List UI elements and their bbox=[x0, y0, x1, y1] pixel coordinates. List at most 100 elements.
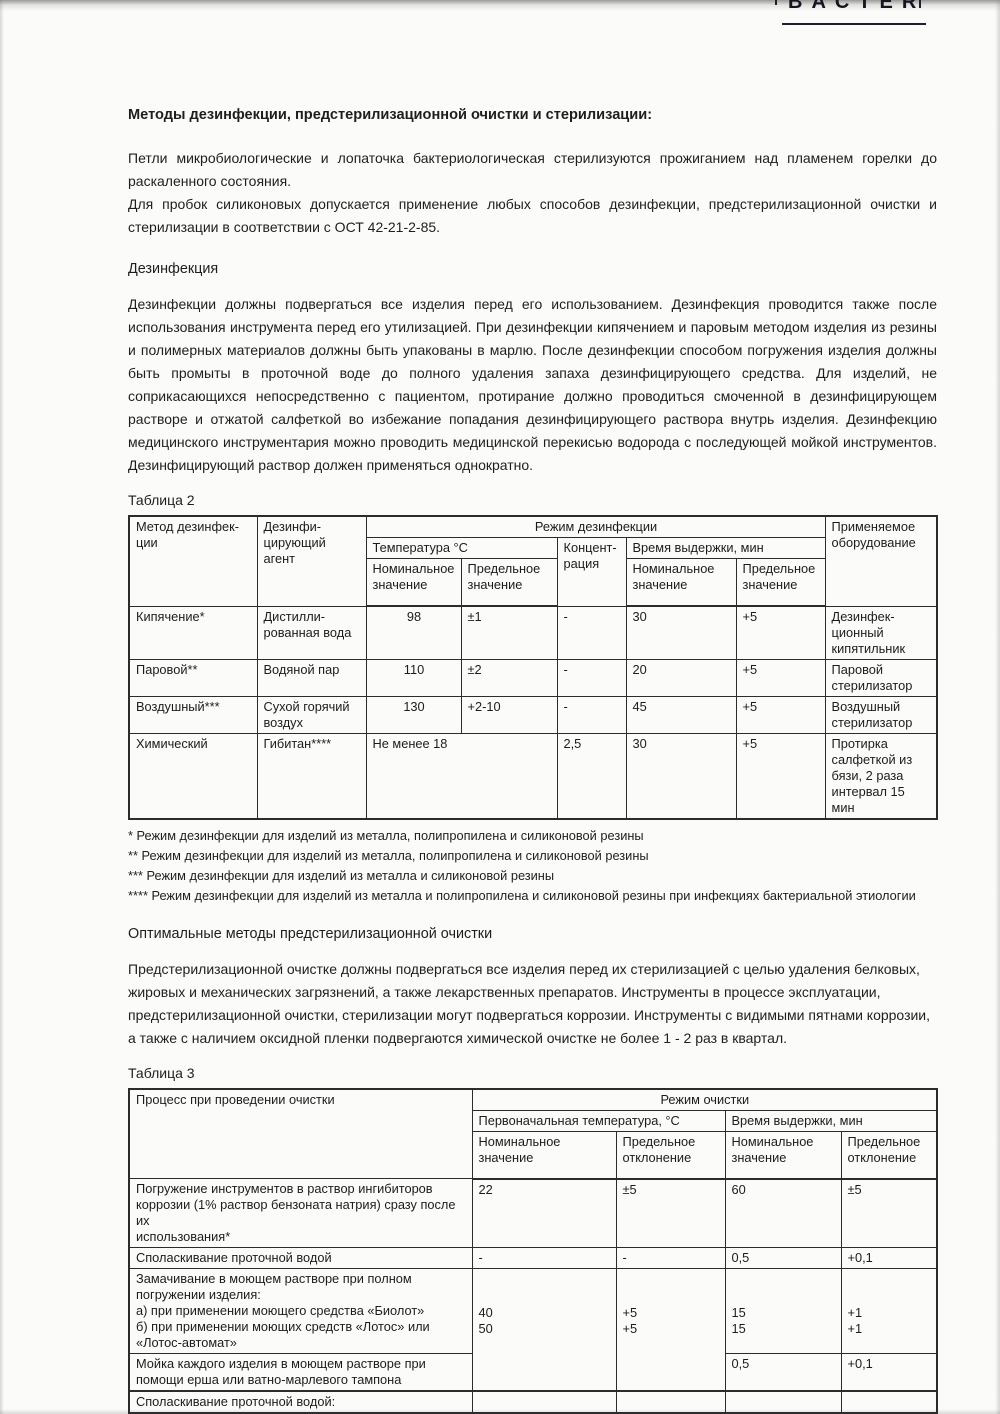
table3-header-temperature: Первоначальная температура, °С bbox=[471, 1109, 726, 1132]
table-cell: Паровой стерилизатор bbox=[824, 658, 938, 697]
table3-header-row-1: Процесс при проведении очистки Режим очи… bbox=[128, 1088, 938, 1179]
table2-header-temperature: Температура °С bbox=[365, 537, 558, 559]
disinfection-paragraph: Дезинфекции должны подвергаться все изде… bbox=[128, 296, 937, 473]
table2-header-concentration: Концент- рация bbox=[556, 537, 627, 607]
table2-row-air: Воздушный*** Сухой горячий воздух 130 +2… bbox=[128, 695, 938, 734]
table-cell bbox=[615, 1390, 726, 1414]
table3-header-temp-nominal: Номинальное значение bbox=[471, 1130, 617, 1180]
table-cell: - bbox=[556, 658, 627, 697]
table-cell: Замачивание в моющем растворе при полном… bbox=[128, 1268, 473, 1354]
table3-row-immersion: Погружение инструментов в раствор ингиби… bbox=[128, 1178, 938, 1248]
table-cell: 15 15 bbox=[724, 1268, 842, 1354]
logo-text: BACTER bbox=[788, 0, 926, 13]
table2-header-method: Метод дезинфек- ции bbox=[128, 515, 258, 607]
table-cell: 20 bbox=[625, 658, 737, 697]
scan-shadow-left bbox=[0, 0, 4, 1414]
table-cell: +1 +1 bbox=[840, 1268, 938, 1354]
footnote-3: *** Режим дезинфекции для изделий из мет… bbox=[128, 867, 555, 883]
table-cell: ±2 bbox=[460, 658, 558, 697]
table-cell: 110 bbox=[365, 658, 462, 697]
table-cell: +5 +5 bbox=[615, 1268, 726, 1392]
logo-border-right bbox=[919, 0, 921, 8]
table3-header-temp-deviation: Предельное отклонение bbox=[615, 1130, 726, 1180]
table-cell: ±1 bbox=[460, 605, 558, 660]
table-cell: Погружение инструментов в раствор ингиби… bbox=[128, 1178, 473, 1248]
page-title-text: Методы дезинфекции, предстерилизационной… bbox=[128, 107, 653, 123]
table3-row-soaking: Замачивание в моющем растворе при полном… bbox=[128, 1268, 938, 1392]
logo-border-bottom bbox=[782, 23, 926, 25]
table3-header-row-2: Первоначальная температура, °С Время выд… bbox=[129, 1109, 938, 1132]
disinfection-regime-table: Метод дезинфек- ции Дезинфи- цирующий аг… bbox=[128, 515, 939, 820]
table-cell: 2,5 bbox=[556, 732, 627, 819]
table2-header-row-3: Номинальное значение Предельное значение… bbox=[129, 558, 937, 607]
table2-header-equipment: Применяемое оборудование bbox=[824, 515, 938, 607]
section-heading-cleaning: Оптимальные методы предстерилизационной … bbox=[128, 925, 493, 942]
table-cell: 0,5 bbox=[724, 1353, 842, 1392]
table-cell: Споласкивание проточной водой bbox=[128, 1247, 473, 1269]
table-cell: +2-10 bbox=[460, 695, 558, 734]
table-cell: Кипячение* bbox=[128, 605, 258, 660]
table3-row-washing: Мойка каждого изделия в моющем растворе … bbox=[128, 1353, 938, 1392]
table-cell: 30 bbox=[625, 605, 737, 660]
table2-header-time: Время выдержки, мин bbox=[625, 537, 826, 559]
table2-header-time-nominal: Номинальное значение bbox=[625, 558, 737, 607]
table-cell: ±5 bbox=[615, 1178, 726, 1248]
table2-row-steam: Паровой** Водяной пар 110 ±2 - 20 +5 Пар… bbox=[128, 658, 938, 697]
bacter-logo: BACTER bbox=[775, 0, 926, 25]
table-cell: - bbox=[615, 1247, 726, 1269]
table2-header-regime: Режим дезинфекции bbox=[365, 515, 826, 538]
footnote-1: * Режим дезинфекции для изделий из метал… bbox=[128, 827, 644, 843]
table2-header-agent: Дезинфи- цирующий агент bbox=[256, 515, 367, 607]
table-cell: 40 50 bbox=[471, 1268, 617, 1392]
intro-paragraph-2: Для пробок силиконовых допускается приме… bbox=[128, 196, 937, 235]
footnote-4: **** Режим дезинфекции для изделий из ме… bbox=[128, 887, 916, 903]
table3-header-process: Процесс при проведении очистки bbox=[128, 1088, 473, 1179]
scan-shadow-right bbox=[995, 0, 1000, 1414]
table3-row-final-rinse: Споласкивание проточной водой: bbox=[128, 1390, 938, 1414]
page-title: Методы дезинфекции, предстерилизационной… bbox=[128, 0, 937, 125]
table-cell: Водяной пар bbox=[256, 658, 367, 697]
table-cell: 98 bbox=[365, 605, 462, 660]
table3-header-time-nominal: Номинальное значение bbox=[724, 1130, 842, 1180]
table-cell: Не менее 18 bbox=[365, 732, 558, 819]
table2-caption: Таблица 2 bbox=[128, 492, 195, 508]
table-cell: - bbox=[556, 605, 627, 660]
section-heading-disinfection: Дезинфекция bbox=[128, 261, 219, 277]
table2-footnotes: * Режим дезинфекции для изделий из метал… bbox=[128, 827, 937, 904]
footnote-2: ** Режим дезинфекции для изделий из мета… bbox=[128, 847, 649, 863]
table-cell: - bbox=[556, 695, 627, 734]
table2-header-row-2: Температура °С Концент- рация Время выде… bbox=[129, 537, 937, 607]
table3-header-time: Время выдержки, мин bbox=[724, 1109, 938, 1132]
table-cell: +0,1 bbox=[840, 1353, 938, 1392]
table-cell: Сухой горячий воздух bbox=[256, 695, 367, 734]
table-cell: +5 bbox=[735, 605, 826, 660]
table2-header-temp-nominal: Номинальное значение bbox=[365, 558, 462, 607]
table-cell: 130 bbox=[365, 695, 462, 734]
intro-paragraphs: Петли микробиологические и лопаточка бак… bbox=[128, 147, 937, 239]
table-cell bbox=[724, 1390, 842, 1414]
table-cell: Паровой** bbox=[128, 658, 258, 697]
cleaning-regime-table: Процесс при проведении очистки Режим очи… bbox=[128, 1087, 939, 1414]
table-cell: Споласкивание проточной водой: bbox=[128, 1390, 473, 1414]
table-cell: +5 bbox=[735, 732, 826, 819]
table-cell: - bbox=[471, 1247, 617, 1269]
table-cell bbox=[471, 1390, 617, 1414]
table-cell: Дезинфек- ционный кипятильник bbox=[824, 605, 938, 660]
cleaning-paragraph: Предстерилизационной очистке должны подв… bbox=[128, 960, 931, 1046]
table-cell: 30 bbox=[625, 732, 737, 819]
table-cell: +5 bbox=[735, 658, 826, 697]
table2-header-temp-limit: Предельное значение bbox=[460, 558, 558, 607]
intro-paragraph-1: Петли микробиологические и лопаточка бак… bbox=[128, 150, 937, 189]
document-body: Методы дезинфекции, предстерилизационной… bbox=[128, 0, 939, 1414]
table2-row-chemical: Химический Гибитан**** Не менее 18 2,5 3… bbox=[128, 732, 938, 819]
table-cell: +5 bbox=[735, 695, 826, 734]
table-cell: Протирка салфеткой из бязи, 2 раза интер… bbox=[824, 732, 938, 819]
table-cell: 45 bbox=[625, 695, 737, 734]
table3-row-rinsing: Споласкивание проточной водой - - 0,5 +0… bbox=[128, 1247, 938, 1269]
table2-header-row-1: Метод дезинфек- ции Дезинфи- цирующий аг… bbox=[128, 515, 938, 607]
table-cell: +0,1 bbox=[840, 1247, 938, 1269]
table-cell: ±5 bbox=[840, 1178, 938, 1248]
table-cell: Химический bbox=[128, 732, 258, 819]
table-cell: 60 bbox=[724, 1178, 842, 1248]
